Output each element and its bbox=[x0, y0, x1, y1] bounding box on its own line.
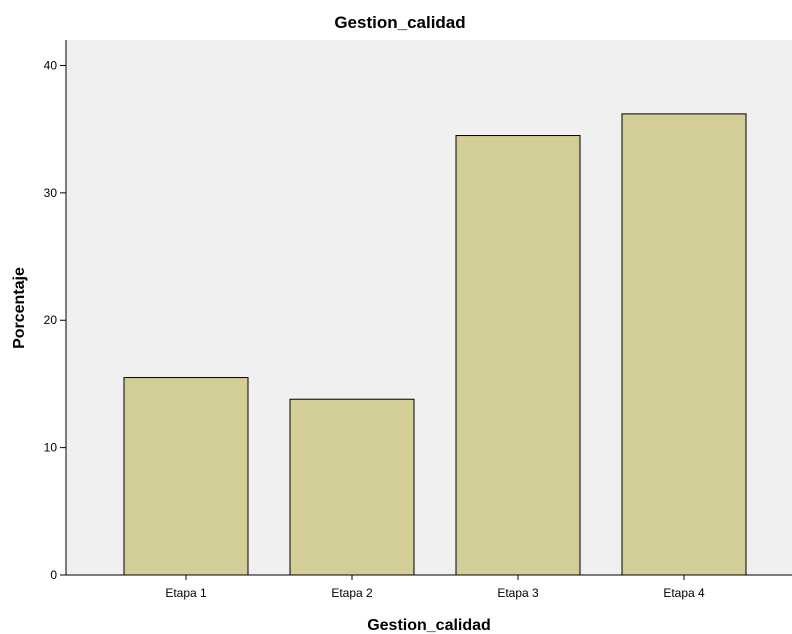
bar-etapa-1 bbox=[123, 377, 249, 576]
chart-title: Gestion_calidad bbox=[334, 13, 465, 32]
x-tick-label: Etapa 1 bbox=[165, 586, 207, 600]
x-tick-label: Etapa 4 bbox=[663, 586, 705, 600]
y-tick-label: 30 bbox=[44, 186, 58, 200]
y-tick-label: 40 bbox=[44, 58, 58, 72]
bar-etapa-3 bbox=[455, 135, 581, 576]
x-axis-label: Gestion_calidad bbox=[367, 617, 491, 634]
y-tick-label: 20 bbox=[44, 313, 58, 327]
bars-group bbox=[123, 113, 747, 576]
y-tick-label: 0 bbox=[50, 568, 57, 582]
x-tick-label: Etapa 3 bbox=[497, 586, 539, 600]
bar-etapa-2 bbox=[289, 398, 415, 576]
bar-etapa-4 bbox=[621, 113, 747, 576]
x-ticks-group: Etapa 1 Etapa 2 Etapa 3 Etapa 4 bbox=[165, 575, 705, 600]
x-tick-label: Etapa 2 bbox=[331, 586, 373, 600]
y-axis-label: Porcentaje bbox=[11, 267, 28, 349]
y-tick-label: 10 bbox=[44, 441, 58, 455]
y-ticks-group: 0 10 20 30 40 bbox=[44, 58, 66, 582]
